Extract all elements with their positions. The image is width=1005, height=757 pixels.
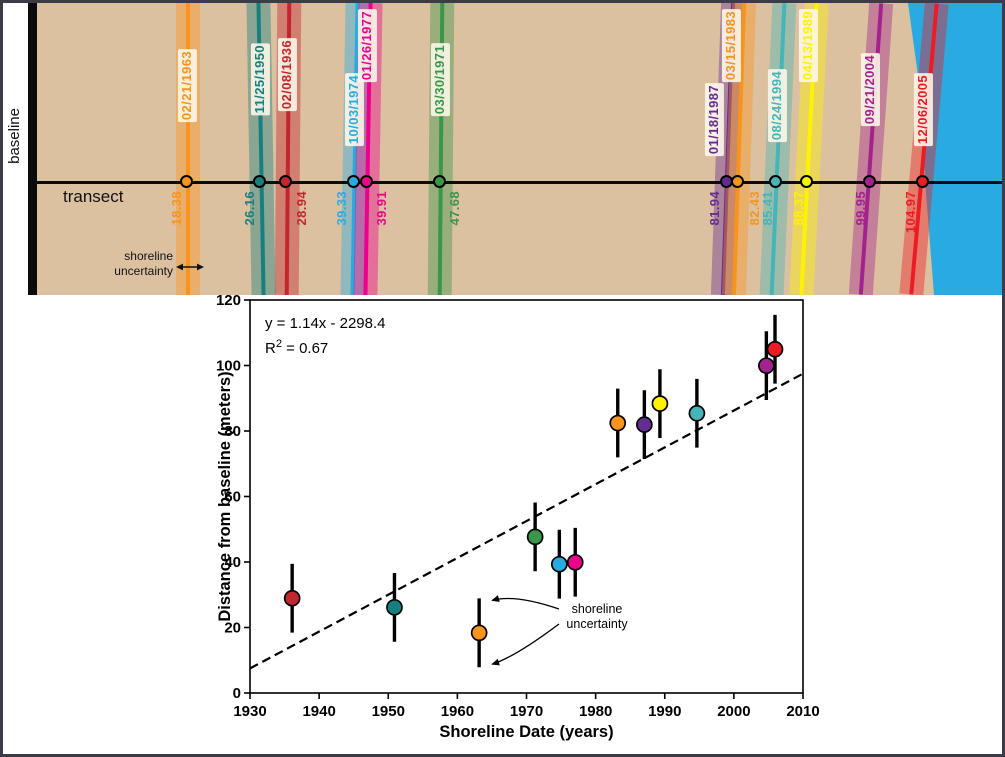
- shoreline-transect-point: [252, 174, 266, 188]
- land-area: [37, 3, 1002, 295]
- shoreline-distance-label: 18.38: [169, 191, 184, 226]
- x-tick-label: 1950: [372, 703, 405, 720]
- shoreline-distance-label: 85.41: [759, 191, 775, 226]
- baseline-bar: [28, 3, 37, 295]
- x-tick-label: 2000: [717, 703, 750, 720]
- transect-line: [32, 181, 1002, 184]
- baseline-label: baseline: [6, 108, 23, 164]
- data-point-08-24-1994: [688, 404, 706, 422]
- annotation-arrow-bottom: [491, 623, 560, 666]
- data-point-09-21-2004: [758, 357, 775, 375]
- data-point-03-15-1983: [609, 414, 627, 432]
- shoreline-transect-point: [730, 174, 744, 188]
- x-tick-label: 1980: [579, 703, 612, 720]
- y-tick-label: 100: [216, 358, 241, 375]
- shoreline-date-label: 08/24/1994: [767, 69, 787, 143]
- data-point-01-26-1977: [566, 553, 584, 571]
- double-arrow-icon: [176, 263, 204, 271]
- x-tick-label: 1970: [510, 703, 543, 720]
- equation-label: y = 1.14x - 2298.4: [265, 315, 386, 332]
- data-point-01-18-1987: [636, 416, 653, 433]
- shoreline-transect-point: [769, 174, 783, 188]
- uncertainty-note-line2: uncertainty: [114, 264, 173, 278]
- shoreline-distance-label: 39.33: [334, 191, 350, 226]
- annotation-arrow-top: [491, 595, 560, 610]
- shoreline-distance-label: 47.68: [447, 191, 463, 226]
- data-point-03-30-1971: [526, 528, 544, 546]
- shoreline-transect-point: [432, 174, 446, 188]
- trend-line: [249, 372, 804, 670]
- shoreline-date-label: 03/30/1971: [431, 43, 450, 117]
- x-tick-label: 1930: [233, 703, 266, 720]
- shoreline-transect-point: [346, 174, 360, 188]
- shoreline-transect-point: [179, 174, 193, 188]
- shoreline-date-label: 02/21/1963: [178, 49, 197, 123]
- shoreline-line: [186, 3, 190, 295]
- shoreline-distance-label: 81.94: [707, 191, 723, 226]
- shoreline-transect-point: [279, 174, 293, 188]
- y-tick-label: 80: [224, 423, 241, 440]
- shoreline-distance-label: 99.95: [853, 191, 869, 226]
- shoreline-date-label: 02/08/1936: [277, 38, 297, 112]
- transect-label: transect: [63, 187, 124, 206]
- shoreline-uncertainty-note: shoreline uncertainty: [97, 249, 173, 279]
- data-point-04-13-1989: [651, 395, 669, 412]
- shoreline-transect-point: [359, 174, 373, 188]
- shorelines-layer: 02/21/1963 18.38 11/25/1950 26.16 02/08/1936…: [3, 3, 1002, 295]
- shoreline-distance-label: 88.37: [790, 191, 806, 226]
- transect-map-panel: 02/21/1963 18.38 11/25/1950 26.16 02/08/1936…: [3, 3, 1002, 295]
- shoreline-date-label: 09/21/2004: [861, 53, 881, 127]
- shoreline-date-label: 12/06/2005: [914, 73, 933, 147]
- shoreline-date-label: 10/03/1974: [345, 73, 364, 147]
- shoreline-date-label: 04/13/1989: [798, 9, 818, 83]
- y-tick-label: 0: [233, 685, 241, 702]
- r-squared-label: R2 = 0.67: [265, 338, 328, 357]
- y-tick-label: 20: [224, 620, 241, 637]
- plot-border: [249, 299, 804, 694]
- data-point-12-06-2005: [766, 340, 784, 358]
- x-tick-label: 1990: [648, 703, 681, 720]
- shoreline-02-21-1963: [176, 3, 200, 295]
- data-point-10-03-1974: [550, 555, 568, 573]
- shoreline-transect-point: [862, 174, 876, 188]
- shoreline-transect-point: [915, 174, 929, 188]
- shoreline-transect-point: [800, 174, 814, 188]
- data-point-11-25-1950: [386, 598, 403, 616]
- y-axis-title: Distance from baseline (meters): [216, 371, 234, 621]
- shoreline-distance-label: 28.94: [293, 191, 309, 226]
- data-point-02-08-1936: [283, 589, 301, 607]
- x-tick-label: 1960: [441, 703, 474, 720]
- shoreline-date-label: 11/25/1950: [251, 43, 271, 116]
- data-point-02-21-1963: [470, 624, 488, 642]
- x-tick-label: 1940: [302, 703, 335, 720]
- shoreline-date-label: 01/18/1987: [705, 83, 725, 157]
- shoreline-distance-label: 39.91: [374, 191, 389, 226]
- x-tick-label: 2010: [786, 703, 819, 720]
- y-tick-label: 60: [224, 489, 241, 506]
- x-axis-title: Shoreline Date (years): [439, 723, 613, 741]
- chart-uncertainty-note-line2: uncertainty: [566, 617, 628, 631]
- uncertainty-note-line1: shoreline: [124, 249, 173, 263]
- shoreline-distance-label: 104.97: [903, 191, 918, 234]
- chart-uncertainty-note-line1: shoreline: [572, 602, 623, 616]
- shoreline-date-label: 03/15/1983: [722, 9, 742, 83]
- y-tick-label: 120: [216, 295, 241, 309]
- y-tick-label: 40: [224, 554, 241, 571]
- shoreline-date-label: 01/26/1977: [358, 9, 377, 83]
- shoreline-distance-label: 26.16: [242, 191, 258, 226]
- scatter-chart: 1930 1940 1950 1960 1970 1980 1990 2000 2010 0 20 4…: [3, 295, 1002, 754]
